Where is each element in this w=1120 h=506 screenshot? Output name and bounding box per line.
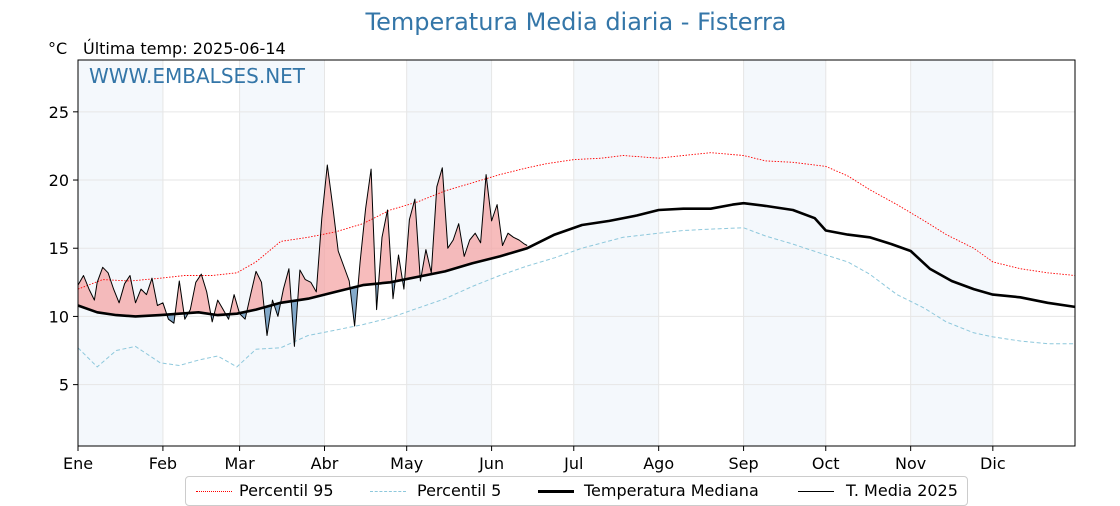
month-band-jul [573,60,659,446]
month-band-mar [239,60,325,446]
x-tick-label-mar: Mar [225,454,256,473]
x-tick-label-ene: Ene [63,454,93,473]
y-tick-label-10: 10 [49,307,69,326]
chart-legend: Percentil 95 Percentil 5 Temperatura Med… [185,476,968,506]
legend-swatch-p95 [196,491,232,492]
x-tick-label-oct: Oct [812,454,840,473]
month-band-sep [743,60,826,446]
temperature-chart: 5 10 15 20 25 Ene Feb Mar Abr May Jun Jul Ago Sep Oct N… [49,59,1076,473]
x-tick-label-sep: Sep [729,454,759,473]
x-tick-label-feb: Feb [149,454,177,473]
series-line-percentil-95 [77,152,1076,290]
y-tick-label-20: 20 [49,171,69,190]
x-tick-label-dic: Dic [980,454,1006,473]
y-tick-label-5: 5 [59,376,69,395]
y-tick-label-25: 25 [49,103,69,122]
legend-label-2025: T. Media 2025 [846,481,958,500]
y-unit-label: °C [48,39,68,58]
legend-label-p5: Percentil 5 [417,481,502,500]
series-line-t-media-2025 [77,164,528,347]
legend-swatch-p5 [370,491,406,492]
legend-swatch-median [538,490,574,493]
month-band-nov [910,60,993,446]
watermark-text: WWW.EMBALSES.NET [89,64,306,88]
x-tick-label-may: May [390,454,423,473]
x-tick-label-ago: Ago [643,454,674,473]
plot-frame [77,59,1076,447]
chart-title: Temperatura Media diaria - Fisterra [365,8,787,36]
legend-label-p95: Percentil 95 [239,481,334,500]
x-tick-label-jul: Jul [563,454,583,473]
legend-label-median: Temperatura Mediana [584,481,759,500]
x-tick-label-nov: Nov [895,454,926,473]
x-tick-label-jun: Jun [478,454,504,473]
month-band-ene [78,60,163,446]
x-tick-label-abr: Abr [311,454,339,473]
series-line-percentil-5 [77,227,1075,368]
y-tick-label-15: 15 [49,239,69,258]
series-line-temperatura-mediana [77,201,1076,318]
legend-swatch-2025 [798,491,834,492]
last-temp-label: Última temp: 2025-06-14 [83,39,286,58]
